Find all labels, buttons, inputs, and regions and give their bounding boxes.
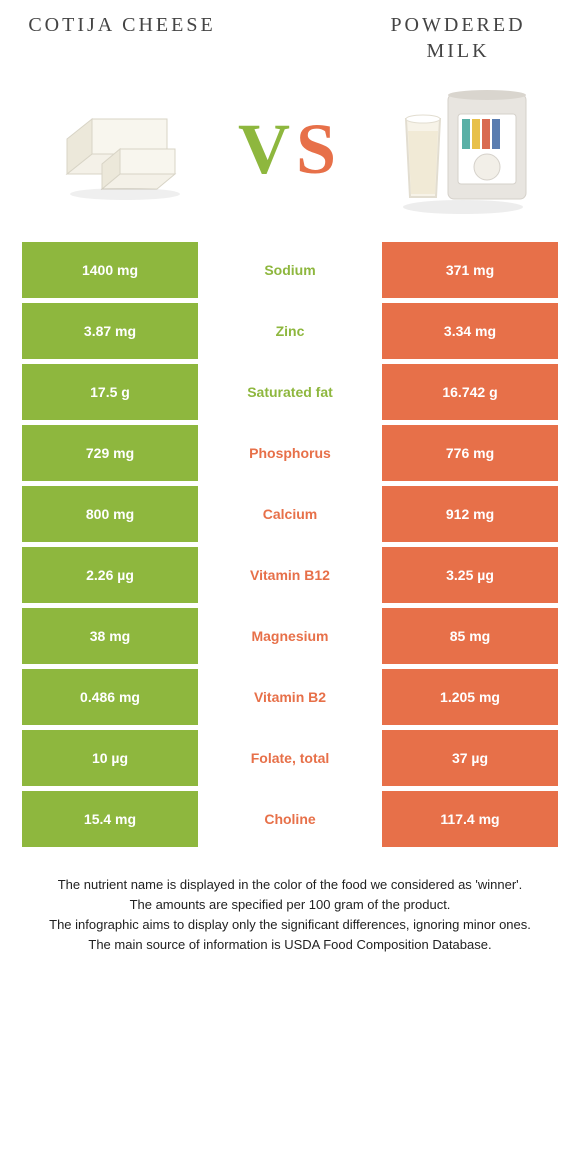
nutrient-label: Folate, total bbox=[198, 730, 382, 786]
comparison-table: 1400 mgSodium371 mg3.87 mgZinc3.34 mg17.… bbox=[22, 242, 558, 847]
header: COTIJA CHEESE POWDERED MILK bbox=[22, 12, 558, 64]
nutrient-label: Vitamin B2 bbox=[198, 669, 382, 725]
left-value: 38 mg bbox=[22, 608, 198, 664]
nutrient-label: Phosphorus bbox=[198, 425, 382, 481]
right-value: 3.25 µg bbox=[382, 547, 558, 603]
left-value: 2.26 µg bbox=[22, 547, 198, 603]
table-row: 800 mgCalcium912 mg bbox=[22, 486, 558, 542]
left-value: 3.87 mg bbox=[22, 303, 198, 359]
left-value: 10 µg bbox=[22, 730, 198, 786]
right-value: 117.4 mg bbox=[382, 791, 558, 847]
left-image bbox=[22, 74, 222, 224]
nutrient-label: Magnesium bbox=[198, 608, 382, 664]
vs-v: V bbox=[238, 108, 296, 191]
footer-notes: The nutrient name is displayed in the co… bbox=[22, 875, 558, 956]
footer-line: The main source of information is USDA F… bbox=[28, 935, 552, 955]
right-value: 85 mg bbox=[382, 608, 558, 664]
right-value: 371 mg bbox=[382, 242, 558, 298]
left-value: 800 mg bbox=[22, 486, 198, 542]
left-value: 15.4 mg bbox=[22, 791, 198, 847]
table-row: 10 µgFolate, total37 µg bbox=[22, 730, 558, 786]
vs-s: S bbox=[296, 108, 342, 191]
table-row: 0.486 mgVitamin B21.205 mg bbox=[22, 669, 558, 725]
right-image bbox=[358, 74, 558, 224]
left-value: 0.486 mg bbox=[22, 669, 198, 725]
table-row: 2.26 µgVitamin B123.25 µg bbox=[22, 547, 558, 603]
table-row: 38 mgMagnesium85 mg bbox=[22, 608, 558, 664]
left-value: 17.5 g bbox=[22, 364, 198, 420]
table-row: 729 mgPhosphorus776 mg bbox=[22, 425, 558, 481]
left-value: 729 mg bbox=[22, 425, 198, 481]
right-value: 776 mg bbox=[382, 425, 558, 481]
right-value: 912 mg bbox=[382, 486, 558, 542]
image-row: VS bbox=[22, 74, 558, 224]
nutrient-label: Sodium bbox=[198, 242, 382, 298]
right-value: 3.34 mg bbox=[382, 303, 558, 359]
right-value: 16.742 g bbox=[382, 364, 558, 420]
table-row: 17.5 gSaturated fat16.742 g bbox=[22, 364, 558, 420]
left-title: COTIJA CHEESE bbox=[22, 12, 222, 38]
footer-line: The infographic aims to display only the… bbox=[28, 915, 552, 935]
footer-line: The nutrient name is displayed in the co… bbox=[28, 875, 552, 895]
nutrient-label: Choline bbox=[198, 791, 382, 847]
footer-line: The amounts are specified per 100 gram o… bbox=[28, 895, 552, 915]
nutrient-label: Calcium bbox=[198, 486, 382, 542]
left-value: 1400 mg bbox=[22, 242, 198, 298]
right-value: 1.205 mg bbox=[382, 669, 558, 725]
nutrient-label: Zinc bbox=[198, 303, 382, 359]
right-title: POWDERED MILK bbox=[358, 12, 558, 64]
table-row: 15.4 mgCholine117.4 mg bbox=[22, 791, 558, 847]
right-value: 37 µg bbox=[382, 730, 558, 786]
vs-label: VS bbox=[238, 108, 342, 191]
table-row: 3.87 mgZinc3.34 mg bbox=[22, 303, 558, 359]
nutrient-label: Saturated fat bbox=[198, 364, 382, 420]
table-row: 1400 mgSodium371 mg bbox=[22, 242, 558, 298]
nutrient-label: Vitamin B12 bbox=[198, 547, 382, 603]
